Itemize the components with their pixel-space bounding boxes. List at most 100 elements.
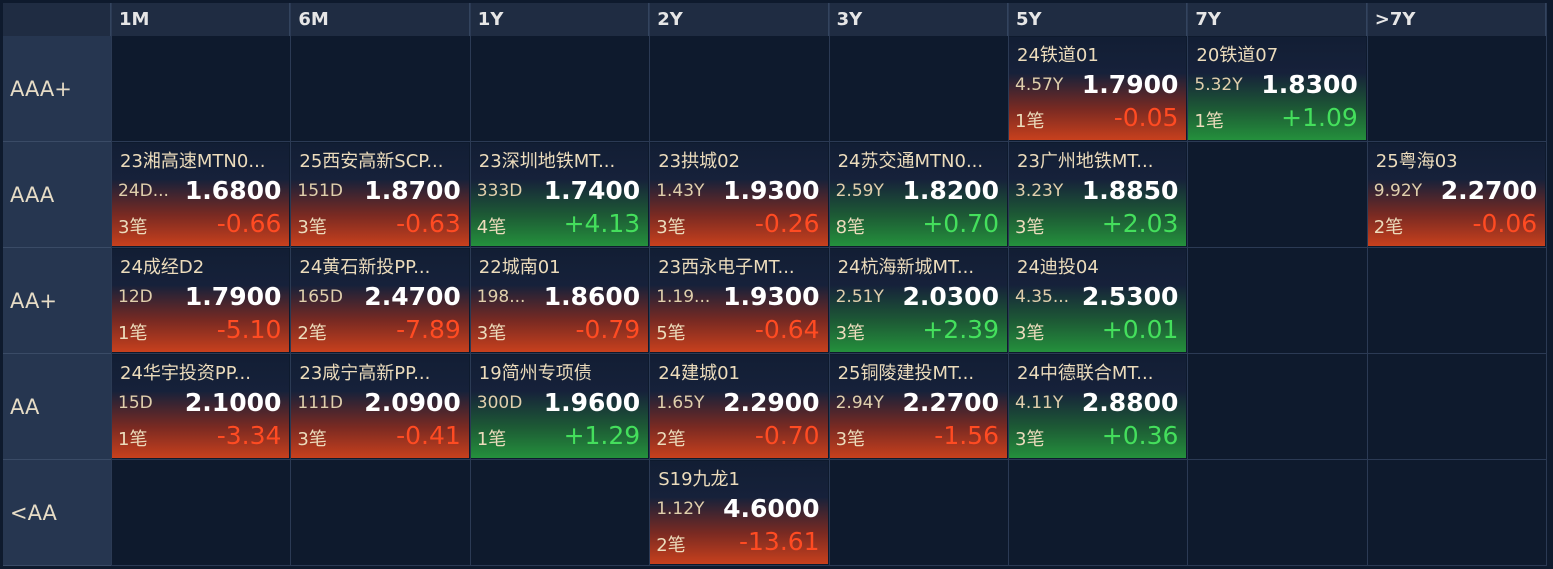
bond-price: 2.5300 — [1081, 282, 1179, 311]
trade-count: 3笔 — [1015, 429, 1045, 450]
bond-price: 2.2700 — [902, 388, 999, 417]
trade-count: 3笔 — [656, 217, 686, 238]
bond-name: 24铁道01 — [1017, 45, 1099, 66]
bond-price: 1.9300 — [723, 176, 820, 205]
bond-term: 111D — [297, 393, 343, 413]
row-label: AAA+ — [3, 36, 111, 142]
bond-price: 1.7900 — [184, 282, 282, 311]
bond-cell[interactable]: 24杭海新城MT... 2.51Y 2.0300 3笔 +2.39 — [829, 249, 1007, 352]
bond-cell[interactable]: 25西安高新SCP... 151D 1.8700 3笔 -0.63 — [291, 143, 469, 246]
bond-cell[interactable]: 23湘高速MTN0... 24D... 1.6800 3笔 -0.66 — [112, 143, 290, 246]
bond-cell[interactable]: 24华宇投资PP... 15D 2.1000 1笔 -3.34 — [112, 355, 290, 458]
bond-name: 23湘高速MTN0... — [120, 151, 266, 172]
bond-name: 23深圳地铁MT... — [478, 151, 616, 172]
bond-term: 151D — [297, 181, 343, 201]
price-change: +4.13 — [563, 209, 641, 238]
bond-name: 23咸宁高新PP... — [299, 363, 431, 384]
bond-cell[interactable]: 24建城01 1.65Y 2.2900 2笔 -0.70 — [650, 355, 828, 458]
bond-name: 19简州专项债 — [478, 363, 592, 384]
price-change: -13.61 — [738, 527, 820, 556]
bond-term: 4.35... — [1015, 287, 1070, 307]
bond-cell[interactable]: 24迪投04 4.35... 2.5300 3笔 +0.01 — [1009, 249, 1187, 352]
bond-cell[interactable]: 23西永电子MT... 1.19... 1.9300 5笔 -0.64 — [650, 249, 828, 352]
bond-term: 333D — [476, 181, 523, 201]
bond-price: 1.8850 — [1081, 176, 1179, 205]
bond-cell[interactable]: 23广州地铁MT... 3.23Y 1.8850 3笔 +2.03 — [1009, 143, 1187, 246]
column-header: 7Y — [1187, 3, 1367, 36]
bond-name: 24黄石新投PP... — [299, 257, 431, 278]
bond-cell[interactable]: 24成经D2 12D 1.7900 1笔 -5.10 — [112, 249, 290, 352]
bond-cell[interactable]: S19九龙1 1.12Y 4.6000 2笔 -13.61 — [650, 461, 828, 564]
column-divider — [828, 3, 830, 566]
bond-name: 24建城01 — [658, 363, 740, 384]
trade-count: 3笔 — [118, 217, 148, 238]
column-divider — [469, 3, 471, 566]
bond-price: 2.8800 — [1081, 388, 1179, 417]
bond-cell[interactable]: 25粤海03 9.92Y 2.2700 2笔 -0.06 — [1367, 143, 1546, 246]
bond-cell[interactable]: 24中德联合MT... 4.11Y 2.8800 3笔 +0.36 — [1009, 355, 1187, 458]
bond-term: 300D — [476, 393, 523, 413]
bond-price: 2.0300 — [902, 282, 999, 311]
bond-cell[interactable]: 22城南01 198... 1.8600 3笔 -0.79 — [470, 249, 649, 352]
bond-price: 1.8200 — [902, 176, 999, 205]
bond-term: 2.51Y — [835, 287, 884, 307]
bond-price: 1.8300 — [1261, 70, 1358, 99]
bond-name: 24中德联合MT... — [1017, 363, 1154, 384]
bond-price: 2.1000 — [184, 388, 282, 417]
bond-price: 1.8600 — [543, 282, 641, 311]
bond-name: 25西安高新SCP... — [299, 151, 444, 172]
trade-count: 5笔 — [656, 323, 686, 344]
trade-count: 3笔 — [1015, 217, 1045, 238]
price-change: -0.79 — [575, 315, 641, 344]
bond-term: 3.23Y — [1015, 181, 1064, 201]
trade-count: 3笔 — [835, 429, 866, 450]
bond-cell[interactable]: 25铜陵建投MT... 2.94Y 2.2700 3笔 -1.56 — [829, 355, 1007, 458]
bond-term: 15D — [118, 393, 153, 413]
column-divider — [1187, 3, 1189, 566]
bond-cell[interactable]: 20铁道07 5.32Y 1.8300 1笔 +1.09 — [1188, 37, 1366, 140]
bond-cell[interactable]: 23深圳地铁MT... 333D 1.7400 4笔 +4.13 — [470, 143, 649, 246]
bond-price: 2.2700 — [1440, 176, 1538, 205]
price-change: -0.66 — [216, 209, 282, 238]
trade-count: 2笔 — [1373, 217, 1404, 238]
bond-name: 24迪投04 — [1017, 257, 1099, 278]
row-label: AA+ — [3, 248, 111, 354]
bond-cell[interactable]: 24苏交通MTN0... 2.59Y 1.8200 8笔 +0.70 — [829, 143, 1007, 246]
bond-name: 25粤海03 — [1375, 151, 1458, 172]
bond-term: 4.11Y — [1015, 393, 1064, 413]
trade-count: 1笔 — [476, 429, 507, 450]
bond-price: 1.8700 — [364, 176, 461, 205]
trade-count: 2笔 — [656, 535, 686, 556]
bond-price: 1.9300 — [723, 282, 820, 311]
trade-count: 3笔 — [297, 217, 327, 238]
bond-name: 23西永电子MT... — [658, 257, 795, 278]
bond-cell[interactable]: 19简州专项债 300D 1.9600 1笔 +1.29 — [470, 355, 649, 458]
bond-price: 4.6000 — [723, 494, 820, 523]
column-header: >7Y — [1366, 3, 1547, 36]
price-change: -0.05 — [1113, 103, 1179, 132]
bond-term: 2.94Y — [835, 393, 884, 413]
bond-cell[interactable]: 24铁道01 4.57Y 1.7900 1笔 -0.05 — [1009, 37, 1187, 140]
bond-name: S19九龙1 — [658, 469, 740, 490]
trade-count: 3笔 — [1015, 323, 1045, 344]
price-change: -0.06 — [1472, 209, 1538, 238]
price-change: +0.01 — [1101, 315, 1179, 344]
bond-cell[interactable]: 23咸宁高新PP... 111D 2.0900 3笔 -0.41 — [291, 355, 469, 458]
bond-price: 2.2900 — [723, 388, 820, 417]
bond-name: 23广州地铁MT... — [1017, 151, 1154, 172]
price-change: -0.41 — [396, 421, 461, 450]
trade-count: 3笔 — [476, 323, 507, 344]
trade-count: 3笔 — [297, 429, 327, 450]
bond-price: 1.9600 — [543, 388, 641, 417]
column-header: 1Y — [469, 3, 650, 36]
bond-term: 2.59Y — [835, 181, 884, 201]
column-divider — [649, 3, 651, 566]
price-change: +0.70 — [922, 209, 999, 238]
trade-count: 2笔 — [656, 429, 686, 450]
bond-term: 9.92Y — [1373, 181, 1423, 201]
bond-cell[interactable]: 24黄石新投PP... 165D 2.4700 2笔 -7.89 — [291, 249, 469, 352]
bond-cell[interactable]: 23拱城02 1.43Y 1.9300 3笔 -0.26 — [650, 143, 828, 246]
row-label: <AA — [3, 460, 111, 566]
price-change: -0.64 — [754, 315, 820, 344]
